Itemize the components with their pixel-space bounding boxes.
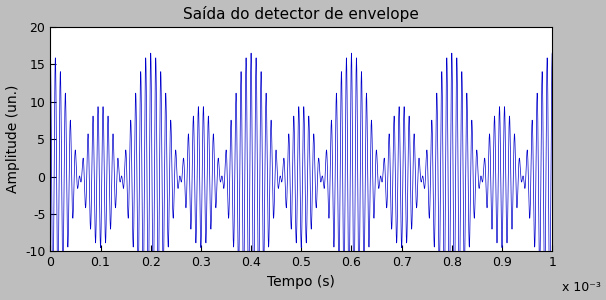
Text: x 10⁻³: x 10⁻³ <box>562 280 601 294</box>
X-axis label: Tempo (s): Tempo (s) <box>267 275 335 289</box>
Y-axis label: Amplitude (un.): Amplitude (un.) <box>5 85 19 193</box>
Title: Saída do detector de envelope: Saída do detector de envelope <box>184 6 419 22</box>
